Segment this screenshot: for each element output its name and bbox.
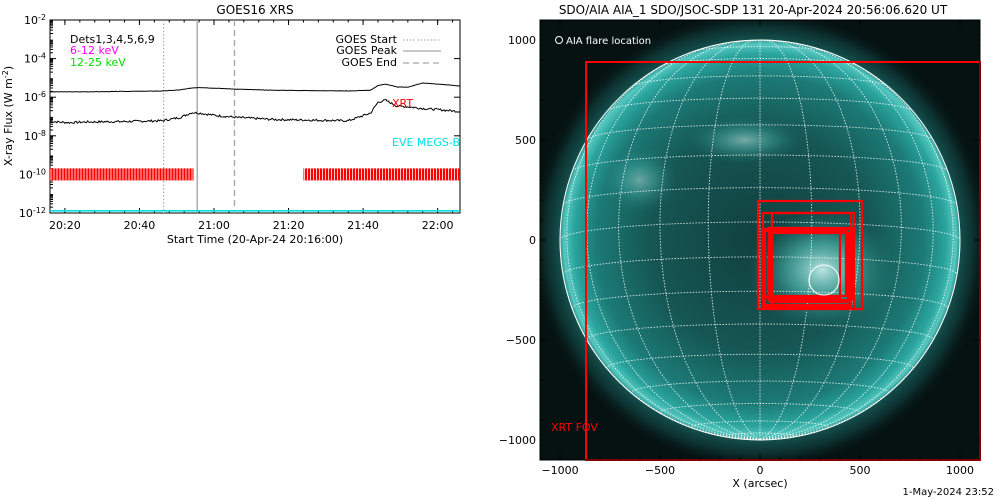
goes-xrs-chart: GOES16 XRS 20:20 20:40 21:00 21:20 21:40 22:0… <box>1 3 461 246</box>
xrt-fov-label: XRT FOV <box>551 421 598 434</box>
longitude-line <box>659 39 761 440</box>
goes-y-axis-label-exp: -2 <box>1 70 10 78</box>
latitude-line <box>632 75 888 87</box>
aia-x-tick-label: −500 <box>645 464 675 477</box>
longitude-line <box>618 40 761 440</box>
longitude-line <box>759 42 934 440</box>
aia-x-axis-label: X (arcsec) <box>732 477 787 490</box>
flare-location-legend-icon <box>555 36 563 44</box>
latitude-line <box>693 46 827 52</box>
longitude-line <box>707 39 761 440</box>
xrt-observation-segment <box>303 168 460 181</box>
goes-legend: Dets1,3,4,5,6,9 6-12 keV 12-25 keV GOES … <box>70 33 441 69</box>
longitude-line <box>759 39 861 440</box>
goes-event-markers <box>163 20 236 213</box>
aia-y-tick-label: 0 <box>529 234 536 247</box>
aia-y-tick-label: −1000 <box>499 434 536 447</box>
latitude-line <box>659 403 861 414</box>
longitude-line <box>566 51 761 440</box>
xrt-pointing-box <box>762 229 848 298</box>
latitude-line <box>630 380 890 395</box>
aia-chart-title: SDO/AIA AIA_1 SDO/JSOC-SDP 131 20-Apr-20… <box>559 3 948 17</box>
xrt-pointing-box <box>767 226 854 302</box>
aia-x-tick-label: −1000 <box>541 464 578 477</box>
legend-low-channel: 6-12 keV <box>70 44 119 57</box>
aia-x-tick-label: 0 <box>757 464 764 477</box>
bright-region-north <box>685 116 805 164</box>
xrt-observation-bars <box>50 168 460 181</box>
aia-timestamp-footer: 1-May-2024 23:52 <box>902 487 994 498</box>
goes-x-tick-label: 20:40 <box>124 219 156 232</box>
xrt-pointing-box <box>770 211 856 311</box>
goes-y-axis-label-close: ) <box>2 66 15 70</box>
goes-short-channel-line <box>49 98 461 125</box>
latitude-line <box>691 420 829 429</box>
aia-y-tick-label: −500 <box>506 334 536 347</box>
longitude-line <box>759 51 954 440</box>
goes-x-axis-label: Start Time (20-Apr-24 20:16:00) <box>167 233 343 246</box>
latitude-line <box>571 154 949 172</box>
xrt-annotation: XRT <box>392 97 413 110</box>
goes-y-tick-label: 10-2 <box>24 13 46 28</box>
longitude-line <box>586 42 761 440</box>
goes-x-ticks: 20:20 20:40 21:00 21:20 21:40 22:00 <box>49 20 453 232</box>
goes-y-tick-label: 10-10 <box>19 167 46 182</box>
longitude-line <box>759 39 813 440</box>
legend-high-channel: 12-25 keV <box>70 56 126 69</box>
aia-x-tick-label: 1000 <box>946 464 974 477</box>
goes-y-tick-label: 10-4 <box>24 51 46 66</box>
goes-chart-title: GOES16 XRS <box>216 3 293 17</box>
longitude-line <box>759 40 902 440</box>
aia-y-tick-label: 500 <box>515 134 536 147</box>
goes-y-ticks: 10-2 10-4 10-6 10-8 10-10 10-12 <box>19 13 460 221</box>
latitude-line <box>607 97 913 111</box>
goes-x-tick-label: 20:20 <box>49 219 81 232</box>
aia-legend: AIA flare location <box>555 36 651 47</box>
solar-limb <box>559 39 961 441</box>
aia-y-ticks: 1000 500 0 −500 −1000 <box>499 19 980 461</box>
goes-y-axis-label-main: X-ray Flux (W m <box>2 78 15 166</box>
xrt-observation-segment <box>50 168 194 181</box>
latitude-line <box>562 187 958 205</box>
goes-x-tick-label: 21:00 <box>198 219 230 232</box>
legend-goes-end: GOES End <box>341 56 397 69</box>
eve-annotation: EVE MEGS-B <box>392 136 460 149</box>
goes-y-tick-label: 10-8 <box>24 128 46 143</box>
goes-flux-lines <box>49 82 461 212</box>
legend-goes-start: GOES Start <box>336 33 398 46</box>
aia-x-tick-label: 500 <box>850 464 871 477</box>
bright-region-west <box>600 146 680 214</box>
goes-x-tick-label: 21:40 <box>347 219 379 232</box>
goes-x-tick-label: 21:20 <box>273 219 305 232</box>
flare-location-marker <box>808 264 840 296</box>
goes-y-tick-label: 10-6 <box>24 90 46 105</box>
aia-legend-label: AIA flare location <box>566 36 651 47</box>
aia-x-ticks: −1000 −500 0 500 1000 <box>539 20 981 477</box>
legend-goes-peak: GOES Peak <box>336 44 397 57</box>
goes-y-axis-label: X-ray Flux (W m-2) <box>1 66 16 166</box>
goes-y-tick-label: 10-12 <box>19 206 46 221</box>
goes-plot-frame <box>49 19 461 214</box>
latitude-line <box>586 124 934 140</box>
aia-y-tick-label: 1000 <box>508 34 536 47</box>
goes-x-tick-label: 22:00 <box>422 219 454 232</box>
heliographic-grid <box>559 39 961 441</box>
legend-dets: Dets1,3,4,5,6,9 <box>70 33 155 46</box>
aia-image-content <box>540 20 980 460</box>
goes-long-channel-line <box>50 82 461 93</box>
